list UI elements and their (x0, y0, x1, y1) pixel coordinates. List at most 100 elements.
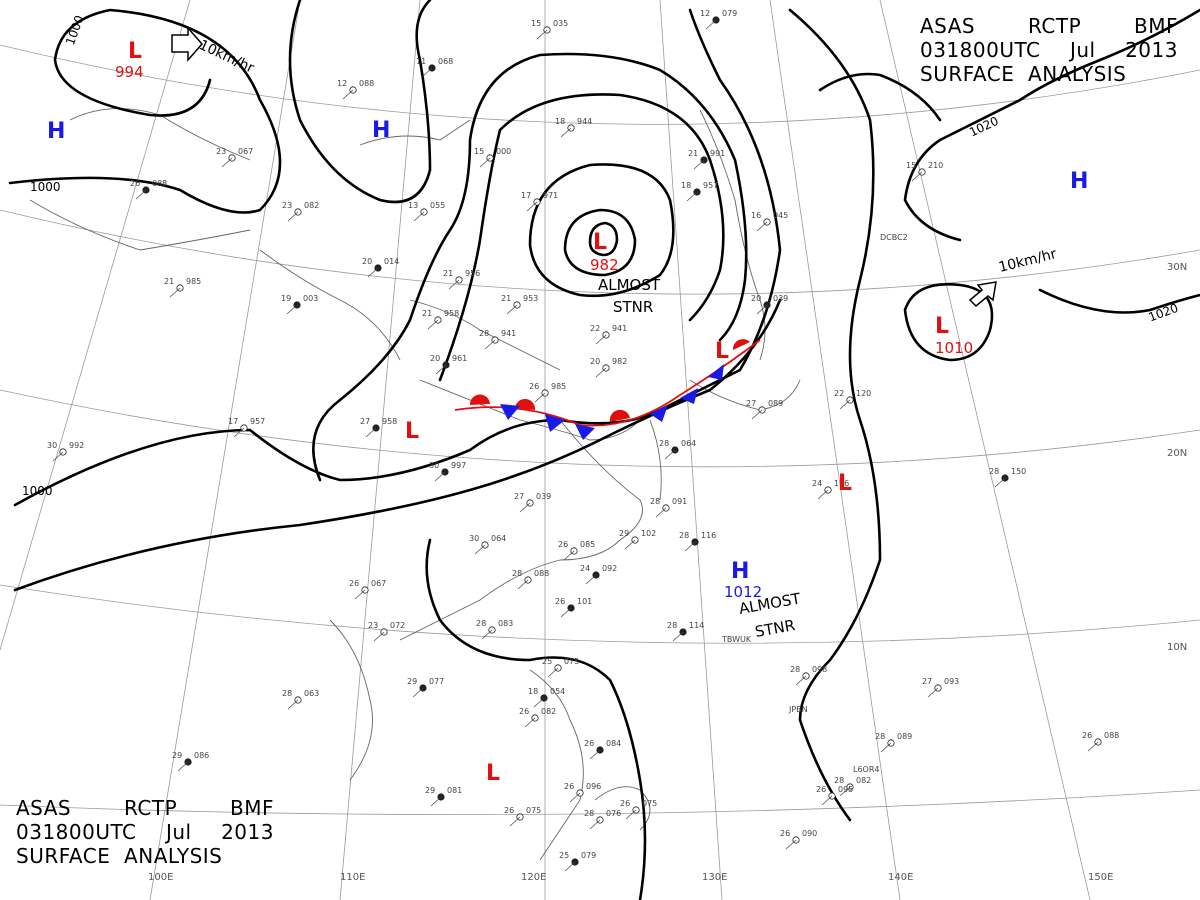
grid-labels: 30N 20N 10N 110E 120E 130E 140E 150E 100… (148, 262, 1187, 883)
wind-barb (177, 761, 189, 772)
station-temp: 20 (430, 354, 440, 363)
station-pressure: 082 (304, 201, 319, 210)
wind-barb (911, 171, 923, 182)
station-pressure: 085 (580, 540, 595, 549)
station-pressure: 985 (551, 382, 566, 391)
station-id: DCBC2 (880, 233, 908, 242)
station-pressure: 116 (701, 531, 716, 540)
station-temp: 20 (362, 257, 372, 266)
station-pressure: 035 (553, 19, 568, 28)
high-center: H (47, 119, 65, 144)
station-temp: 15 (474, 147, 484, 156)
station-pressure: 090 (802, 829, 817, 838)
station-pressure: 957 (703, 181, 718, 190)
station-pressure: 064 (491, 534, 506, 543)
station-temp: 19 (281, 294, 291, 303)
header-text: ASAS (920, 14, 976, 38)
station-plot: 28 098 (790, 665, 827, 686)
low-center: L (838, 471, 852, 496)
wind-barb (373, 631, 385, 642)
station-pressure: 093 (944, 677, 959, 686)
station-pressure: 985 (186, 277, 201, 286)
wind-barb (839, 399, 851, 410)
station-pressure: 077 (429, 677, 444, 686)
station-plots: 11 068 12 088 15 035 12 079 18 944 15 000 21 991 23 067… (47, 9, 1119, 872)
station-plot: 21 956 (443, 269, 480, 290)
station-temp: 21 (501, 294, 511, 303)
station-temp: 28 (875, 732, 885, 741)
station-pressure: 982 (612, 357, 627, 366)
wind-barb (655, 507, 667, 518)
station-temp: 15 (531, 19, 541, 28)
header-text: SURFACE ANALYSIS (920, 62, 1127, 86)
station-temp: 26 (1082, 731, 1092, 740)
wind-barb (524, 717, 536, 728)
wind-barb (564, 861, 576, 872)
station-plot: 26 075 (620, 799, 657, 820)
lat-label: 10N (1167, 642, 1187, 653)
station-temp: 26 (780, 829, 790, 838)
wind-barb (705, 19, 717, 30)
station-temp: 18 (555, 117, 565, 126)
station-pressure: 075 (526, 806, 541, 815)
station-plot: 26 096 (564, 782, 601, 803)
station-temp: 27 (746, 399, 756, 408)
station-plot: 23 072 (368, 621, 405, 642)
station-plot: 25 079 (559, 851, 596, 872)
station-pressure: 079 (581, 851, 596, 860)
station-temp: 28 (989, 467, 999, 476)
wind-barb (625, 809, 637, 820)
station-plot: 30 992 (47, 441, 84, 462)
station-temp: 18 (681, 181, 691, 190)
low-center-1010: L (935, 314, 949, 339)
station-plot: 22 120 (834, 389, 871, 410)
header-text: 031800UTC (920, 38, 1041, 62)
station-temp: 26 (558, 540, 568, 549)
station-plot: 23 067 (216, 147, 253, 168)
wind-barb (624, 539, 636, 550)
motion-arrow-e (968, 281, 997, 308)
station-pressure: 039 (773, 294, 788, 303)
station-pressure: 064 (681, 439, 696, 448)
header-text: RCTP (1027, 14, 1082, 38)
low-value: 1010 (935, 339, 973, 357)
station-plot: 28 076 (584, 809, 621, 830)
station-temp: 28 (282, 689, 292, 698)
station-pressure: 088 (359, 79, 374, 88)
station-temp: 13 (408, 201, 418, 210)
station-pressure: 210 (928, 161, 943, 170)
station-plot: 26 088 (130, 179, 167, 200)
station-temp: 22 (834, 389, 844, 398)
wind-barb (686, 191, 698, 202)
station-temp: 26 (816, 785, 826, 794)
station-plot: 28 064 (659, 439, 696, 460)
isobar-label: 1000 (22, 484, 53, 498)
lon-label: 130E (702, 872, 727, 883)
station-temp: 27 (922, 677, 932, 686)
station-temp: 24 (812, 479, 822, 488)
high-value: 1012 (724, 583, 762, 601)
station-plot: 29 086 (172, 751, 209, 772)
wind-barb (589, 749, 601, 760)
station-plot: 26 067 (349, 579, 386, 600)
station-plot: 16 045 (751, 211, 788, 232)
station-plot: 20 961 (430, 354, 467, 375)
station-pressure: 039 (536, 492, 551, 501)
station-temp: 30 (469, 534, 479, 543)
wind-barb (880, 742, 892, 753)
station-plot: 19 003 (281, 294, 318, 315)
station-plot: 26 101 (555, 597, 592, 618)
wind-barb (817, 489, 829, 500)
station-temp: 26 (620, 799, 630, 808)
station-temp: 24 (580, 564, 590, 573)
station-temp: 28 (790, 665, 800, 674)
station-pressure: 091 (672, 497, 687, 506)
station-temp: 28 (512, 569, 522, 578)
station-temp: 29 (172, 751, 182, 760)
station-pressure: 088 (534, 569, 549, 578)
lon-label: 140E (888, 872, 913, 883)
station-plot: 26 985 (529, 382, 566, 403)
header-text: 2013 (1125, 38, 1178, 62)
station-temp: 29 (619, 529, 629, 538)
station-pressure: 992 (69, 441, 84, 450)
